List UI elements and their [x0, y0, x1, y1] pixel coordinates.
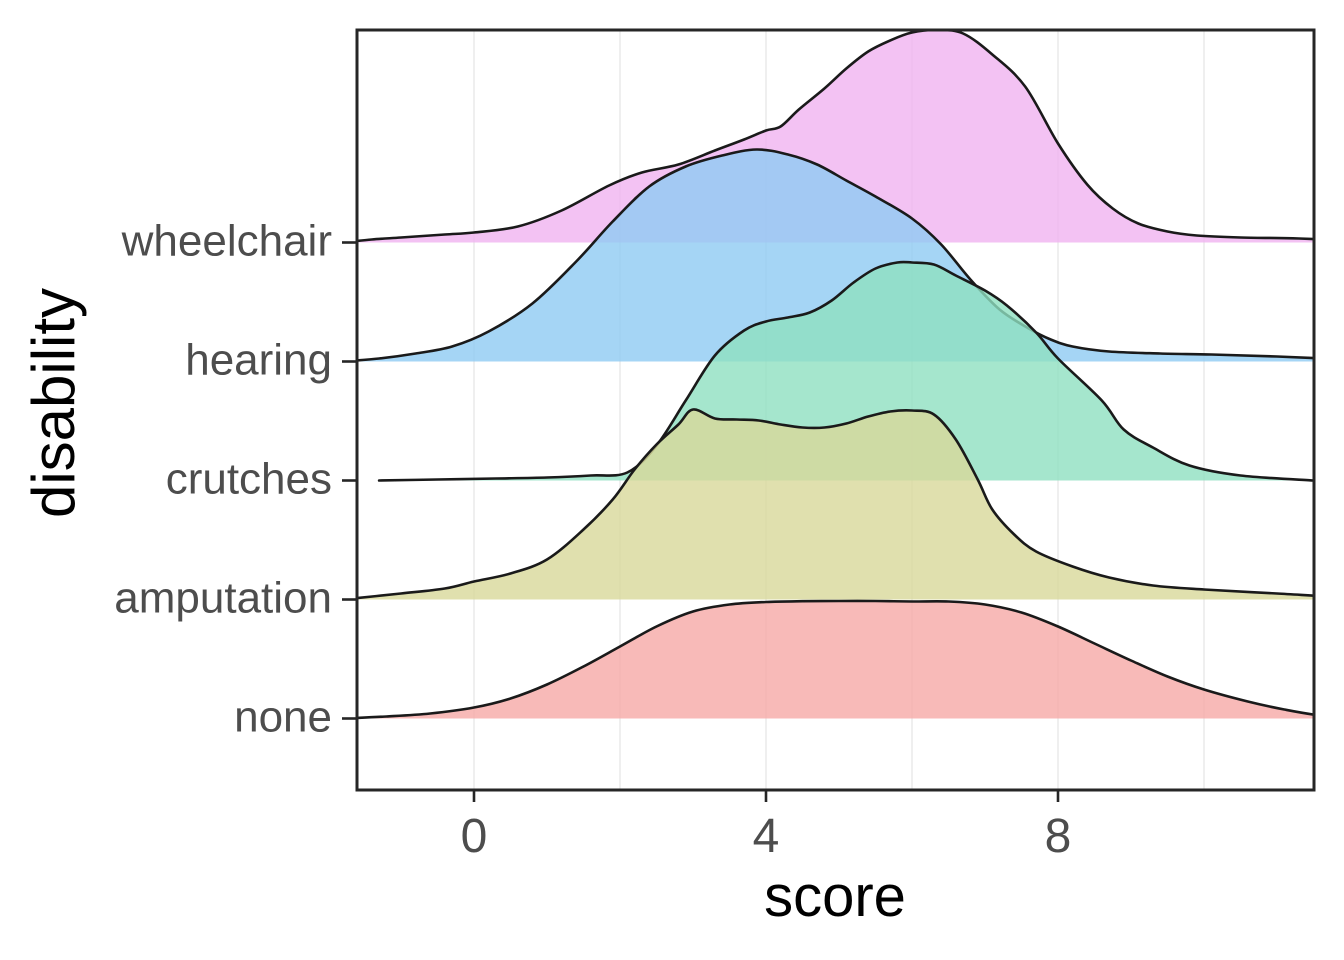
svg-text:disability: disability	[20, 288, 87, 518]
svg-text:0: 0	[461, 810, 488, 863]
svg-text:crutches: crutches	[166, 455, 332, 504]
svg-text:amputation: amputation	[114, 574, 332, 623]
svg-text:8: 8	[1045, 810, 1072, 863]
svg-text:none: none	[234, 693, 332, 742]
svg-text:score: score	[764, 864, 906, 929]
svg-text:hearing: hearing	[185, 336, 332, 385]
svg-text:wheelchair: wheelchair	[121, 217, 332, 266]
svg-text:4: 4	[753, 810, 780, 863]
